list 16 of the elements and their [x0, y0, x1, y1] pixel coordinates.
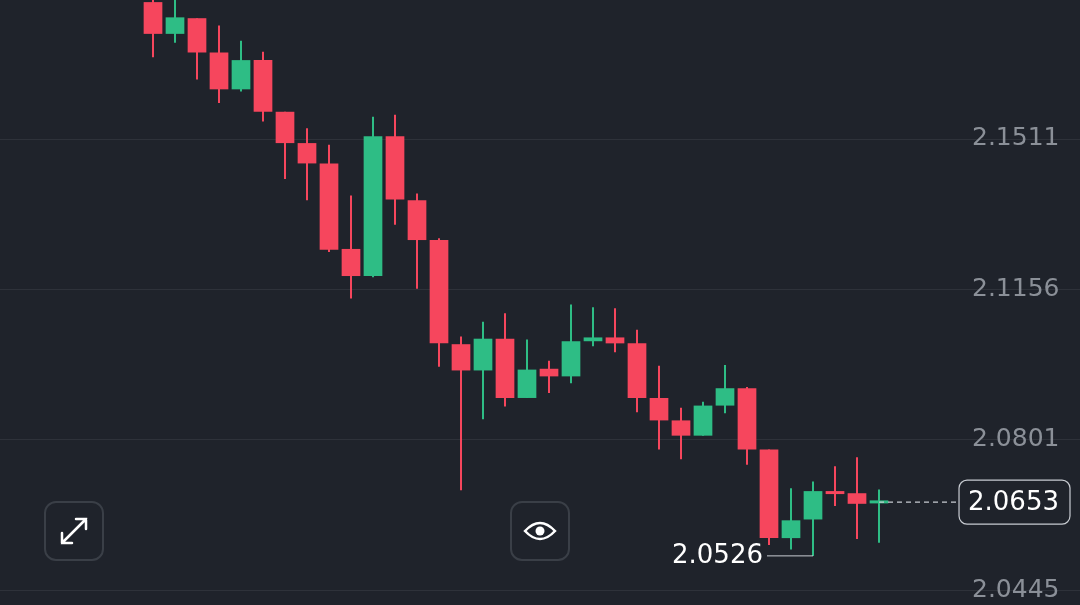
- candlestick: [847, 456, 867, 540]
- candlestick: [649, 364, 669, 451]
- candlestick: [715, 363, 735, 415]
- y-tick-label: 2.0801: [972, 422, 1060, 452]
- candlestick: [781, 487, 801, 551]
- candlestick: [297, 127, 317, 202]
- candlestick: [825, 465, 845, 507]
- y-tick-label: 2.1511: [972, 122, 1060, 152]
- candlestick: [605, 307, 625, 354]
- y-tick-label: 2.1156: [972, 272, 1060, 302]
- ref-line-label: 2.0653: [968, 485, 1060, 516]
- candlestick: [165, 0, 185, 44]
- candlestick: [583, 306, 603, 348]
- candlestick: [671, 406, 691, 461]
- y-tick-label: 2.0445: [972, 573, 1060, 603]
- annotation: 2.0526: [672, 538, 764, 569]
